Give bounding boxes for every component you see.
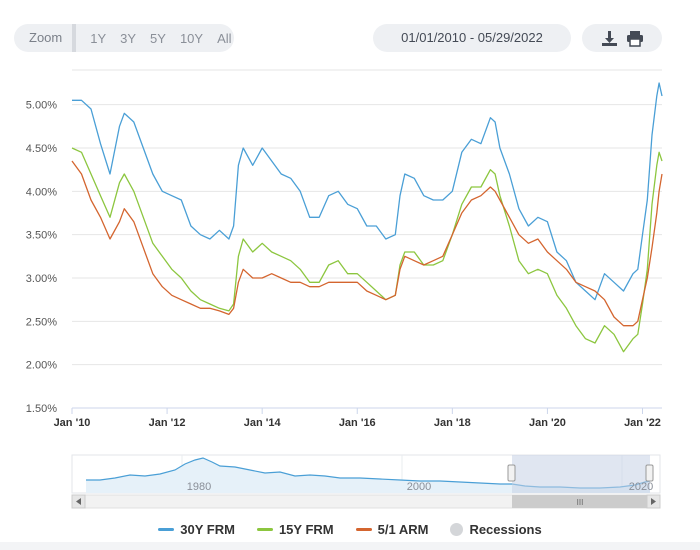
- legend-label-30y-frm: 30Y FRM: [180, 522, 235, 537]
- zoom-1y-button[interactable]: 1Y: [90, 30, 107, 46]
- legend-item-recessions[interactable]: Recessions: [450, 522, 542, 537]
- x-tick-label: Jan '16: [339, 417, 376, 429]
- y-tick-label: 5.00%: [26, 100, 57, 112]
- zoom-5y-button[interactable]: 5Y: [150, 30, 166, 46]
- zoom-10y-button[interactable]: 10Y: [179, 30, 204, 46]
- download-icon[interactable]: [601, 30, 618, 47]
- y-tick-label: 2.50%: [26, 316, 57, 328]
- print-icon[interactable]: [626, 30, 644, 47]
- navigator-year-label: 2020: [629, 481, 653, 493]
- navigator-year-label: 1980: [187, 481, 211, 493]
- legend-item-15y-frm[interactable]: 15Y FRM: [256, 522, 334, 537]
- legend-marker-recessions: [450, 523, 464, 536]
- legend-item-5-1-arm[interactable]: 5/1 ARM: [355, 522, 429, 537]
- x-tick-label: Jan '22: [624, 417, 661, 429]
- grid-lines: [72, 69, 662, 409]
- y-tick-label: 3.50%: [26, 230, 57, 242]
- legend-label-5-1-arm: 5/1 ARM: [377, 522, 429, 537]
- y-tick-label: 4.50%: [26, 143, 57, 155]
- x-tick-label: Jan '10: [54, 417, 91, 429]
- zoom-bar: Zoom 1Y 3Y 5Y 10Y All: [14, 24, 234, 52]
- x-axis-labels: Jan '10 Jan '12 Jan '14 Jan '16 Jan '18 Jan '…: [54, 408, 661, 429]
- series-lines: [71, 82, 663, 353]
- date-range-selector[interactable]: 01/01/2010 - 05/29/2022: [373, 24, 571, 52]
- scrollbar[interactable]: III: [71, 494, 661, 509]
- scrollbar-grip: III: [577, 498, 584, 507]
- x-tick-label: Jan '14: [244, 417, 282, 429]
- chevron-right-icon: [651, 498, 656, 505]
- navigator-left-handle[interactable]: [507, 464, 516, 482]
- zoom-label: Zoom: [14, 24, 77, 52]
- legend: 30Y FRM 15Y FRM 5/1 ARM Recessions: [0, 522, 700, 537]
- navigator-right-handle[interactable]: [645, 464, 654, 482]
- y-tick-label: 1.50%: [26, 403, 57, 415]
- series-line-30y-frm: [72, 82, 663, 301]
- y-tick-label: 4.00%: [26, 186, 57, 198]
- rate-chart: 1.50% 2.00% 2.50% 3.00% 3.50% 4.00% 4.50% 5.00%…: [26, 69, 663, 509]
- navigator-year-label: 2000: [407, 481, 431, 493]
- legend-marker-5-1-arm: [355, 528, 372, 531]
- y-axis-labels: 1.50% 2.00% 2.50% 3.00% 3.50% 4.00% 4.50% 5.00%: [26, 100, 57, 415]
- chevron-left-icon: [76, 498, 81, 505]
- legend-item-30y-frm[interactable]: 30Y FRM: [158, 522, 235, 537]
- x-tick-label: Jan '18: [434, 417, 471, 429]
- series-line-5-1-arm: [71, 160, 663, 327]
- legend-label-recessions: Recessions: [469, 522, 542, 537]
- export-tools: [582, 24, 662, 52]
- legend-label-15y-frm: 15Y FRM: [278, 522, 334, 537]
- y-tick-label: 2.00%: [26, 360, 57, 372]
- y-tick-label: 3.00%: [26, 273, 57, 285]
- legend-marker-15y-frm: [256, 528, 273, 531]
- zoom-all-button[interactable]: All: [217, 30, 232, 46]
- footer-strip: [0, 542, 700, 550]
- zoom-3y-button[interactable]: 3Y: [120, 30, 137, 46]
- scrollbar-thumb[interactable]: [512, 495, 648, 508]
- navigator[interactable]: 1980 2000 2020: [71, 454, 661, 494]
- x-tick-label: Jan '20: [529, 417, 566, 429]
- legend-marker-30y-frm: [158, 528, 175, 531]
- x-tick-label: Jan '12: [149, 417, 186, 429]
- navigator-selection[interactable]: [512, 455, 650, 493]
